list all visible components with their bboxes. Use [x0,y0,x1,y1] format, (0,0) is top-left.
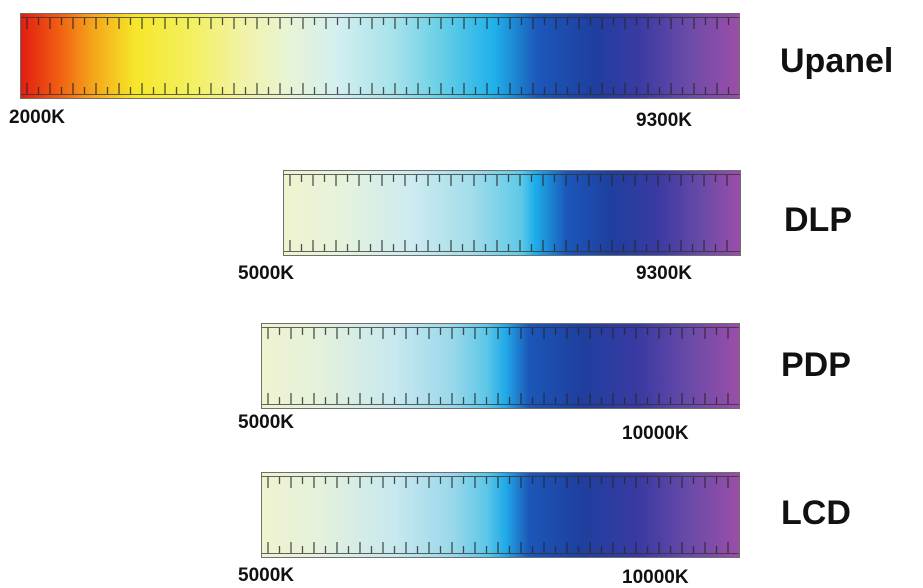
lcd-tick-marks [267,477,729,553]
upanel-tick-marks [26,18,730,94]
upanel-end-label: 9300K [636,110,692,131]
upanel-gradient-bar [20,13,740,99]
pdp-gradient-bar [261,323,740,409]
lcd-start-label: 5000K [238,565,294,586]
dlp-label: DLP [784,201,852,239]
dlp-start-label: 5000K [238,263,294,284]
dlp-end-label: 9300K [636,263,692,284]
lcd-end-label: 10000K [622,567,689,588]
pdp-tick-marks [267,328,729,404]
lcd-label: LCD [781,494,851,532]
dlp-tick-marks [289,175,728,251]
pdp-start-label: 5000K [238,412,294,433]
pdp-label: PDP [781,346,851,384]
upanel-label: Upanel [780,42,894,80]
pdp-end-label: 10000K [622,423,689,444]
dlp-gradient-bar [283,170,741,256]
lcd-gradient-bar [261,472,740,558]
upanel-start-label: 2000K [9,107,65,128]
